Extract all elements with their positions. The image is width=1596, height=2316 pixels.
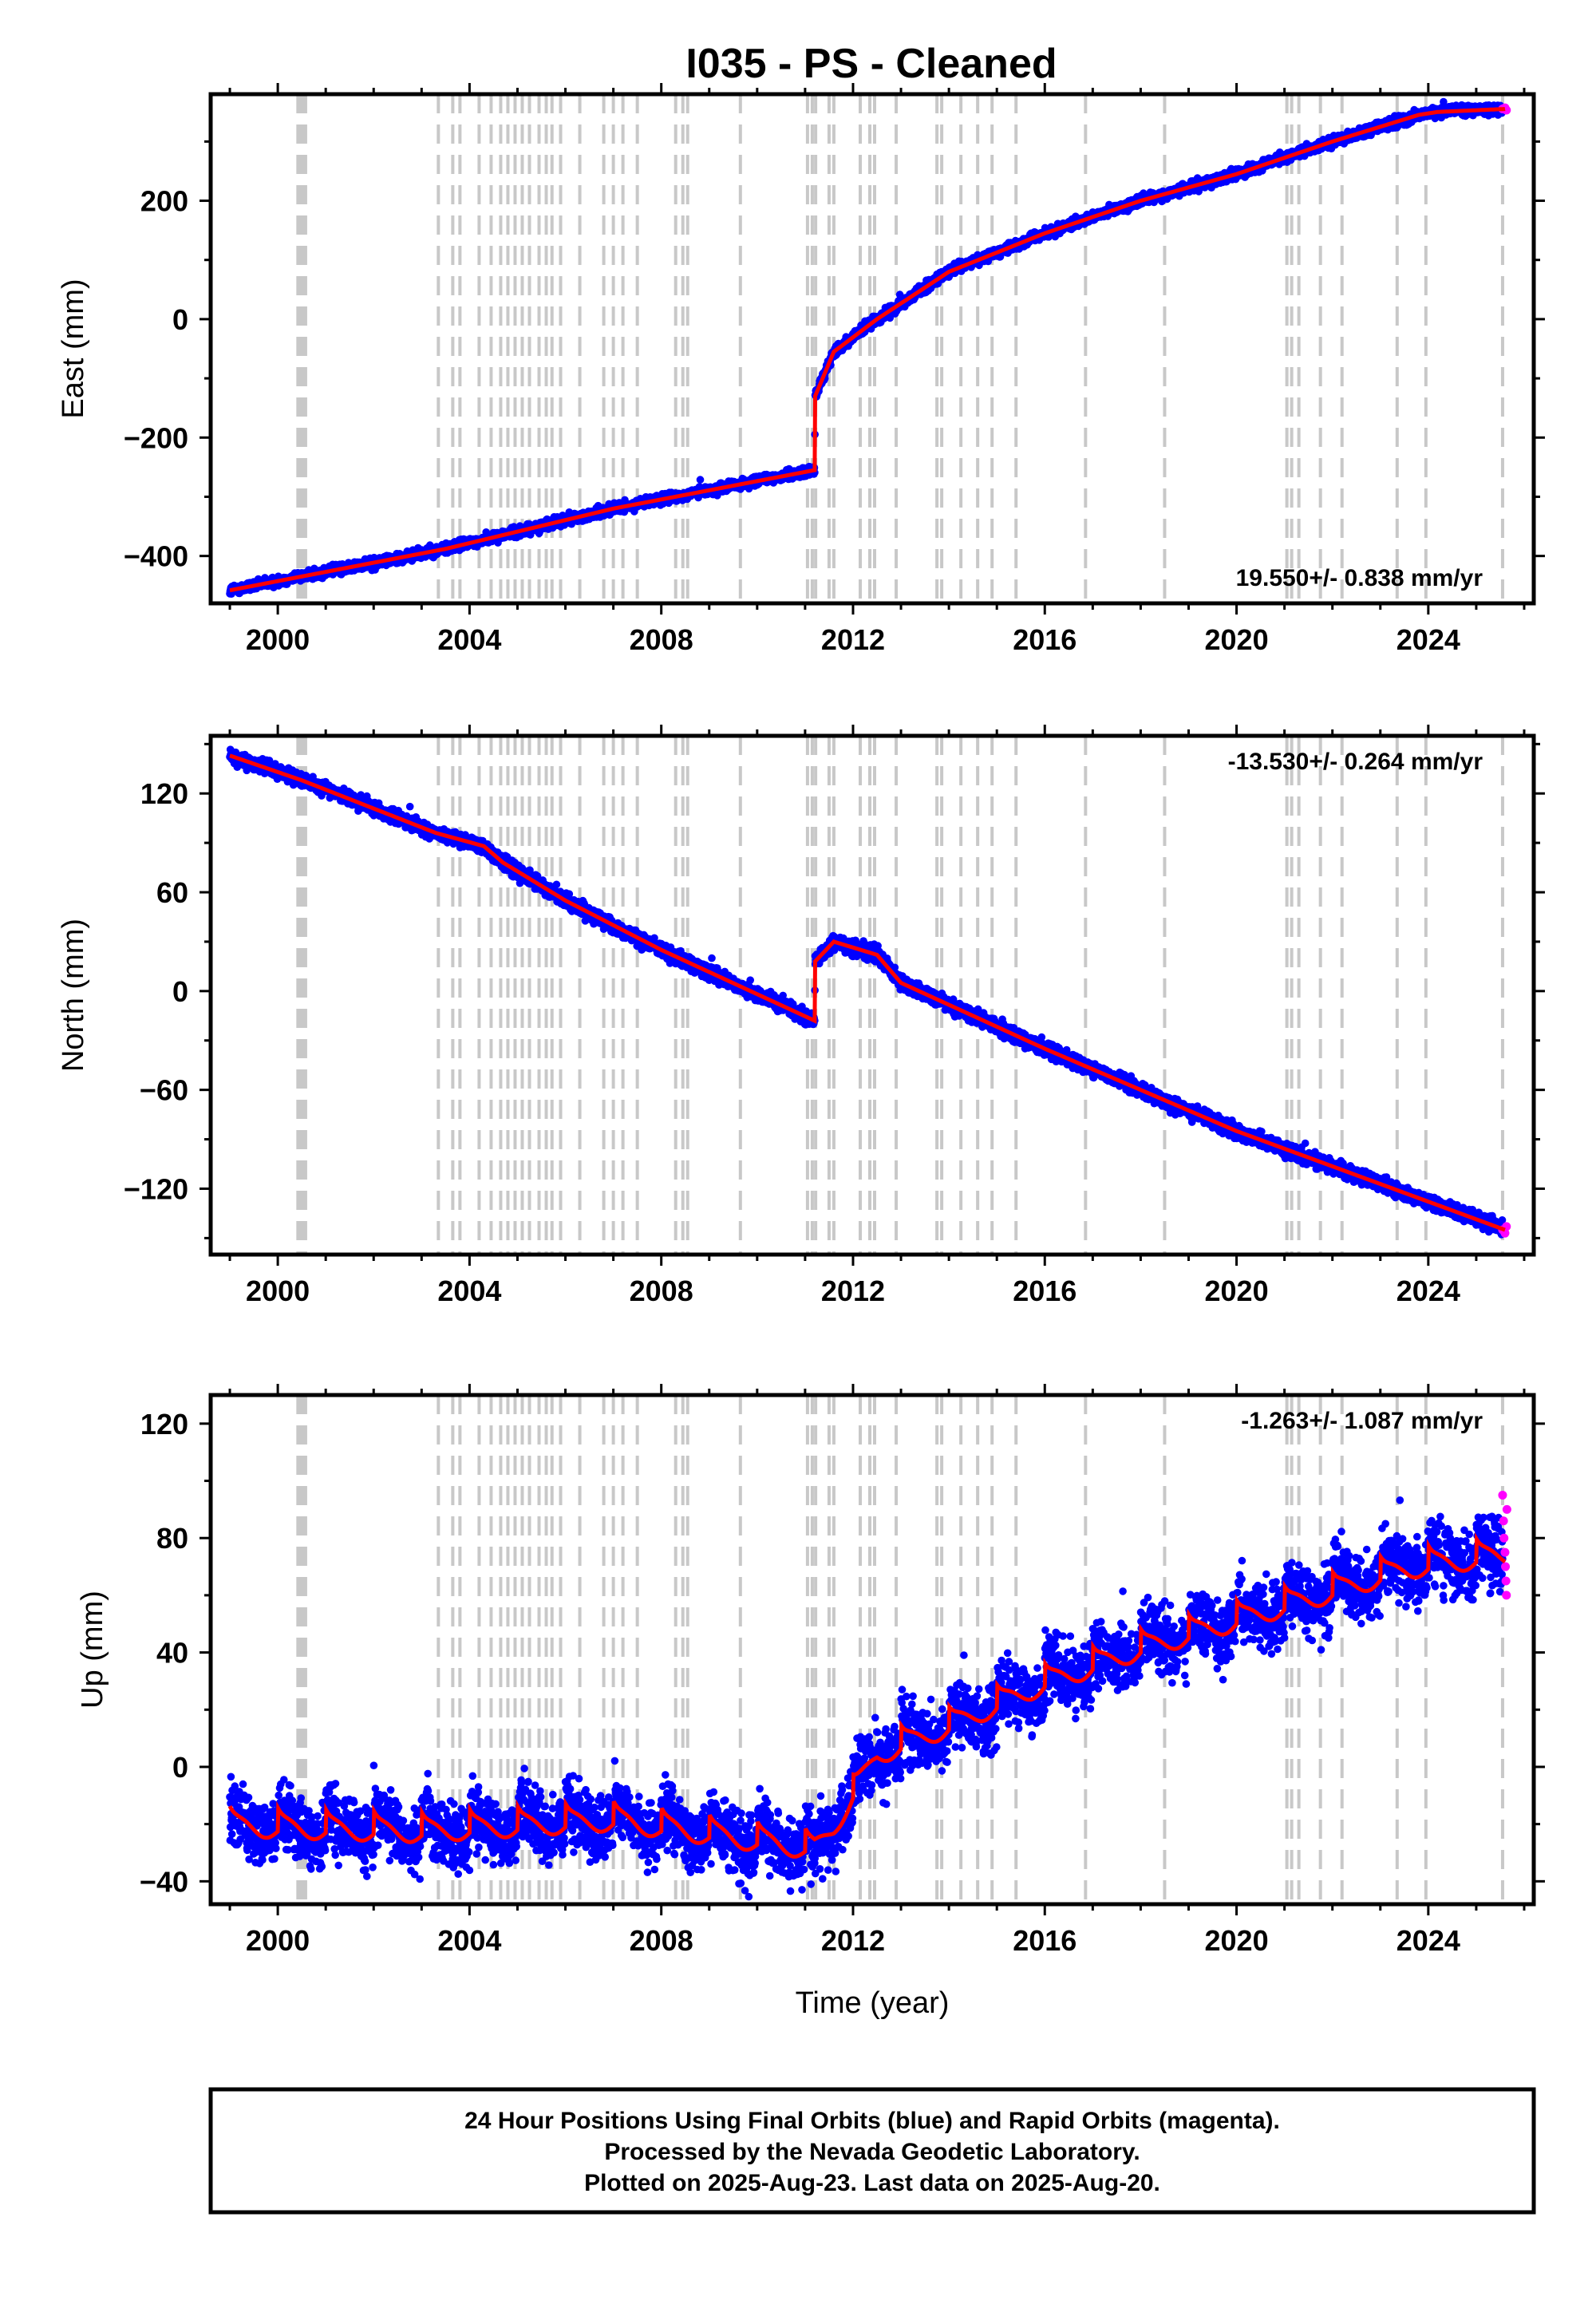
chart-title: I035 - PS - Cleaned xyxy=(685,41,1057,87)
x-tick-label: 2024 xyxy=(1396,623,1460,656)
panel-east: 2000 2004 2008 2012 2016 2020 2024 −400 −200 0 200… xyxy=(57,83,1545,656)
x-tick-label: 2000 xyxy=(246,623,310,656)
y-tick-label: −400 xyxy=(124,540,188,573)
footer-line: 24 Hour Positions Using Final Orbits (bl… xyxy=(464,2108,1280,2134)
x-tick-label: 2008 xyxy=(630,623,693,656)
y-tick-label: 0 xyxy=(172,303,188,336)
footer-line: Plotted on 2025-Aug-23. Last data on 202… xyxy=(584,2170,1160,2196)
panel-north: 2000 2004 2008 2012 2016 2020 2024−120−6006012… xyxy=(57,725,1545,1307)
y-tick-label: −200 xyxy=(124,421,188,454)
x-tick-label: 2012 xyxy=(821,623,885,656)
x-tick-label: 2016 xyxy=(1013,623,1077,656)
x-tick-label: 2004 xyxy=(437,623,501,656)
plot-area xyxy=(211,94,1534,603)
rate-label: 19.550+/- 0.838 mm/yr xyxy=(1236,565,1483,591)
footer-line: Processed by the Nevada Geodetic Laborat… xyxy=(604,2139,1140,2165)
footer-box: 24 Hour Positions Using Final Orbits (bl… xyxy=(208,2087,1536,2215)
data-point xyxy=(696,476,705,484)
y-axis-label: East (mm) xyxy=(57,279,90,418)
x-tick-label: 2020 xyxy=(1205,623,1269,656)
y-tick-label: 200 xyxy=(140,185,188,218)
